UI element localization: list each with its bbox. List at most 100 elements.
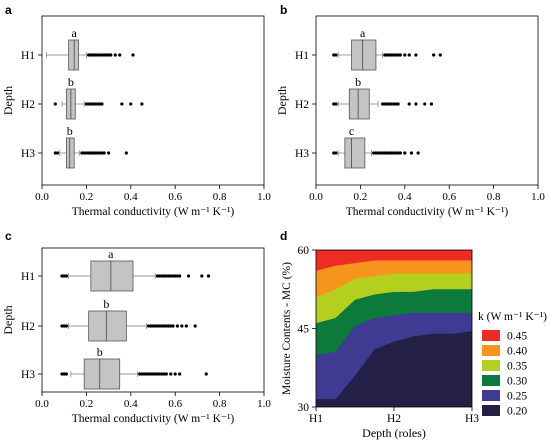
outlier-point [160, 372, 164, 376]
outlier-point [383, 102, 387, 106]
outlier-point [100, 151, 104, 155]
outlier-point [95, 102, 100, 106]
legend-label: 0.45 [507, 331, 527, 343]
outlier-point [62, 372, 66, 376]
outlier-point [140, 372, 144, 376]
x-tick-label: 1.0 [257, 191, 271, 203]
outlier-point [149, 324, 153, 328]
legend-label: 0.20 [507, 406, 527, 418]
outlier-point [162, 274, 166, 278]
panel-b: b 0.0 0.2 0.4 0.6 0.8 1.0 Thermal conductivity … [275, 3, 545, 218]
outlier-point [151, 324, 155, 328]
outlier-point [383, 151, 387, 155]
outlier-point [376, 151, 380, 155]
outlier-point [396, 151, 400, 155]
x-tick-label: 0.6 [168, 191, 182, 203]
outlier-point [118, 53, 122, 57]
x-axis-label: Thermal conductivity (W m⁻¹ K⁻¹) [346, 206, 509, 218]
outlier-point [180, 324, 184, 328]
outlier-point [53, 102, 57, 106]
outlier-point [89, 53, 93, 57]
outlier-point [200, 274, 204, 278]
legend-swatch [482, 405, 500, 416]
outlier-point [146, 324, 151, 328]
outlier-point [332, 102, 336, 106]
outlier-point [389, 102, 394, 106]
x-tick-label: 1.0 [257, 398, 271, 410]
legend-label: 0.30 [507, 376, 527, 388]
outlier-point [175, 274, 180, 278]
outlier-point [102, 53, 106, 57]
outlier-point [153, 372, 157, 376]
y-axis-label: Depth [275, 86, 289, 115]
outlier-point [164, 324, 168, 328]
x-tick-label: 0.8 [213, 398, 227, 410]
x-tick-label: H2 [387, 413, 401, 425]
contour-band-0.45 [316, 250, 472, 256]
significance-letter: b [355, 75, 361, 89]
outlier-point [387, 151, 391, 155]
significance-letter: b [68, 75, 74, 89]
box [83, 358, 121, 390]
legend-swatch [482, 330, 500, 341]
outlier-point [334, 102, 338, 106]
outlier-point [407, 102, 411, 106]
outlier-point [158, 372, 162, 376]
outlier-point [146, 372, 151, 376]
x-tick-label: 0.0 [35, 398, 49, 410]
legend-title: k (W m⁻¹ K⁻¹) [478, 311, 547, 323]
significance-letter: b [67, 124, 73, 138]
outlier-point [166, 324, 171, 328]
outlier-point [423, 102, 427, 106]
outlier-point [149, 372, 153, 376]
outlier-point [155, 274, 160, 278]
x-tick-label: 0.4 [124, 191, 138, 203]
outlier-point [87, 102, 91, 106]
outlier-point [160, 324, 164, 328]
outlier-point [166, 274, 171, 278]
x-tick-label: 0.2 [354, 191, 368, 203]
significance-letter: c [349, 124, 354, 138]
outlier-point [60, 324, 64, 328]
outlier-point [113, 53, 117, 57]
outlier-point [381, 102, 385, 106]
outlier-point [107, 151, 111, 155]
outlier-point [84, 102, 88, 106]
significance-letter: a [72, 26, 78, 40]
outlier-point [334, 53, 338, 57]
outlier-point [162, 324, 166, 328]
outlier-point [432, 53, 436, 57]
significance-letter: b [97, 345, 103, 359]
outlier-point [93, 53, 97, 57]
outlier-point [153, 324, 157, 328]
outlier-point [98, 102, 102, 106]
legend-swatch [482, 375, 500, 386]
outlier-point [158, 274, 162, 278]
outlier-point [169, 372, 173, 376]
y-tick-label: H2 [21, 99, 35, 111]
plot-frame [41, 15, 265, 186]
outlier-point [138, 372, 142, 376]
x-tick-label: 0.0 [35, 191, 49, 203]
outlier-point [142, 372, 146, 376]
y-tick-label: H3 [295, 148, 309, 160]
outlier-point [396, 102, 400, 106]
outlier-point [129, 102, 133, 106]
outlier-point [173, 274, 177, 278]
outlier-point [389, 53, 394, 57]
outlier-point [100, 53, 104, 57]
y-axis-label: Moisture Contents - MC (%) [281, 262, 293, 395]
outlier-point [206, 274, 211, 278]
outlier-point [403, 151, 407, 155]
y-tick-label: H1 [21, 50, 35, 62]
legend-label: 0.35 [507, 361, 527, 373]
outlier-point [394, 53, 398, 57]
outlier-point [394, 102, 398, 106]
x-tick-label: 0.6 [168, 398, 182, 410]
outlier-point [385, 151, 389, 155]
outlier-point [109, 53, 113, 57]
outlier-point [160, 274, 164, 278]
y-tick-label: H3 [21, 148, 35, 160]
outlier-point [124, 151, 128, 155]
